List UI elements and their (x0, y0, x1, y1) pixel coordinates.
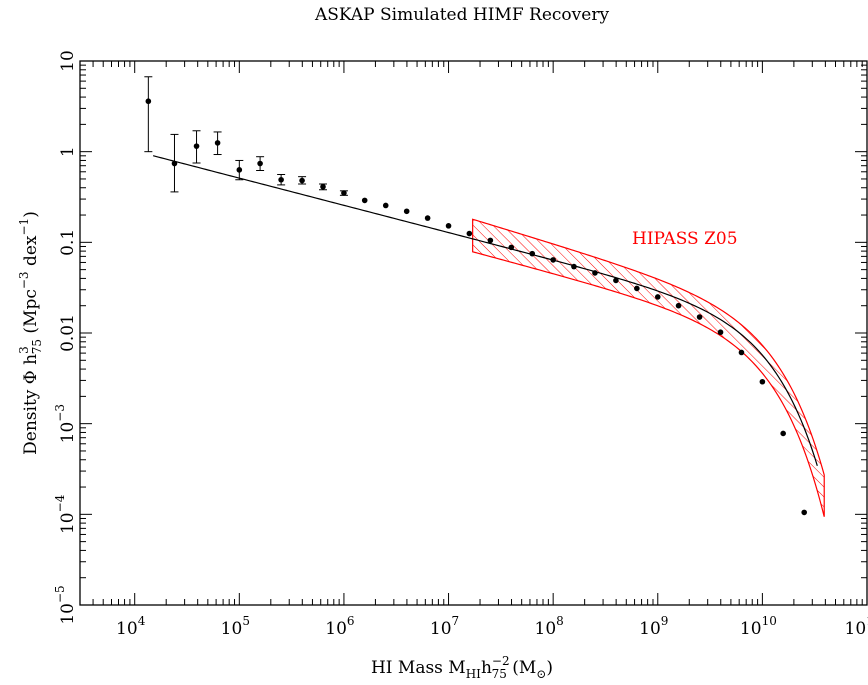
x-tick-label-exp: 9 (661, 614, 669, 628)
data-point (529, 250, 536, 257)
y-tick-label-base: 10 (58, 422, 78, 444)
data-point (341, 190, 347, 196)
x-tick-label-base: 10 (221, 619, 243, 639)
y-axis-label-unit-sup2: −1 (17, 218, 31, 236)
y-tick-label-exp: −5 (53, 585, 67, 603)
data-point (320, 183, 326, 190)
data-point (424, 215, 431, 221)
data-point (508, 244, 515, 251)
data-point (801, 509, 807, 516)
x-axis-label-mid: h (481, 658, 492, 678)
x-tick-label-base: 10 (535, 619, 557, 639)
x-tick-label-base: 10 (325, 619, 347, 639)
x-tick-label-exp: 11 (866, 614, 868, 628)
hipass-band-area (472, 218, 825, 517)
band-label: HIPASS Z05 (632, 229, 738, 249)
y-tick-label: 10−5 (53, 585, 78, 624)
data-point (571, 263, 577, 270)
data-point (487, 237, 494, 244)
y-tick-label: 10 (58, 50, 78, 72)
x-tick-label: 1011 (845, 614, 868, 639)
data-point (278, 176, 284, 183)
data-point (466, 230, 473, 237)
x-tick-label-base: 10 (740, 619, 762, 639)
data-point (780, 430, 786, 437)
data-point (696, 314, 703, 320)
data-point (613, 277, 619, 284)
x-tick-label-exp: 5 (242, 614, 250, 628)
data-point (361, 197, 368, 204)
y-tick-label-base: 10 (58, 603, 78, 625)
y-axis-label-sup: 3 (17, 346, 31, 354)
data-point (634, 285, 640, 292)
x-tick-label-base: 10 (116, 619, 138, 639)
y-tick-label: 10−4 (53, 494, 78, 534)
x-tick-label: 109 (639, 614, 668, 639)
y-axis-label-unit-mid: dex (21, 235, 41, 271)
data-point (759, 378, 766, 385)
data-point (403, 208, 410, 215)
data-point (550, 257, 556, 263)
x-tick-label: 107 (430, 614, 459, 639)
data-point (236, 167, 243, 173)
data-point (675, 302, 682, 309)
x-axis-label-sub1: HI (466, 667, 481, 681)
x-tick-label-base: 10 (430, 619, 452, 639)
x-tick-label-exp: 6 (347, 614, 355, 628)
x-tick-label: 105 (221, 614, 250, 639)
data-point (445, 223, 452, 229)
data-point (214, 140, 221, 146)
x-tick-label-exp: 10 (762, 614, 777, 628)
data-point (654, 294, 661, 300)
x-tick-label: 108 (535, 614, 564, 639)
y-axis-label-unit-sup1: −3 (17, 271, 31, 289)
data-points (144, 76, 807, 516)
chart-title: ASKAP Simulated HIMF Recovery (314, 5, 610, 25)
y-axis-label-prefix: Density Φ h (21, 354, 41, 455)
x-axis-label-unit-open: (M (507, 658, 536, 678)
y-tick-label: 1 (58, 146, 78, 157)
data-point (193, 143, 200, 149)
x-tick-label-base: 10 (639, 619, 661, 639)
y-tick-label-exp: −4 (53, 494, 67, 512)
x-tick-label: 1010 (740, 614, 777, 639)
y-tick-label: 10−3 (53, 404, 78, 443)
x-tick-label: 106 (325, 614, 354, 639)
x-axis-label: HI Mass MHIh−2 75 (M⊙) (371, 654, 553, 681)
fit-line (152, 155, 818, 466)
data-point (299, 177, 305, 184)
y-tick-label: 0.01 (58, 314, 78, 352)
y-axis-label: Density Φ h375 (Mpc−3 dex−1) (17, 211, 44, 455)
data-point (145, 98, 152, 105)
data-point (738, 349, 745, 356)
x-tick-label-exp: 4 (138, 614, 146, 628)
hipass-band (472, 218, 825, 517)
axis-ticks (79, 60, 868, 606)
x-tick-label: 104 (116, 614, 146, 639)
data-point (171, 160, 178, 167)
data-point (592, 270, 598, 276)
y-axis-label-unit-open: (Mpc (21, 289, 41, 339)
fit-line-curve (152, 155, 818, 466)
data-point (257, 160, 263, 167)
x-tick-label-exp: 8 (556, 614, 564, 628)
x-axis-label-sup: −2 (492, 654, 510, 668)
x-tick-labels: 10410510610710810910101011 (116, 614, 868, 639)
data-point (382, 202, 389, 209)
x-axis-label-unit-sub: ⊙ (536, 667, 546, 681)
y-tick-label: 0.1 (58, 229, 78, 256)
x-axis-label-unit-close: ) (546, 658, 553, 678)
x-tick-label-exp: 7 (452, 614, 460, 628)
y-tick-label-base: 10 (58, 512, 78, 534)
y-axis-label-sub: 75 (30, 339, 44, 354)
data-point (717, 329, 724, 336)
y-tick-label-exp: −3 (53, 404, 67, 422)
x-axis-label-sub2: 75 (492, 667, 507, 681)
y-axis-label-unit-close: ) (21, 211, 41, 218)
x-axis-label-prefix: HI Mass M (371, 658, 466, 678)
x-tick-label-base: 10 (845, 619, 867, 639)
